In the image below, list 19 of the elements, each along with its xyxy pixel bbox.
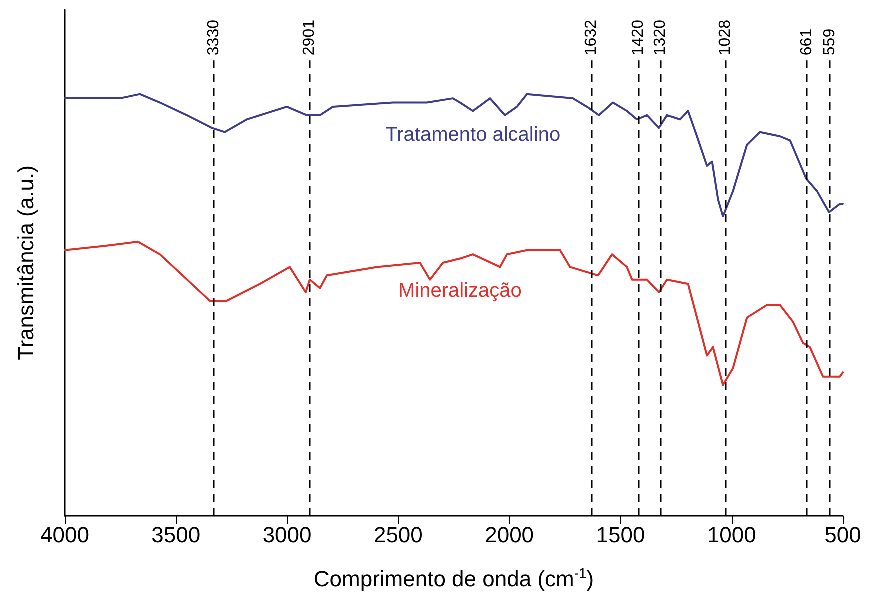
x-tick-label: 1000 xyxy=(707,522,756,548)
y-axis-title: Transmitância (a.u.) xyxy=(14,166,38,360)
ref-line-label: 1320 xyxy=(652,20,670,56)
series-label: Mineralização xyxy=(398,280,522,302)
ref-line-label: 2901 xyxy=(300,20,318,56)
x-tick-label: 2500 xyxy=(374,522,423,548)
series-label: Tratamento alcalino xyxy=(386,124,561,146)
ref-line-label: 559 xyxy=(821,28,838,56)
ref-line-label: 1028 xyxy=(717,20,734,56)
ref-line-label: 3330 xyxy=(205,20,222,56)
x-tick-label: 2000 xyxy=(485,522,534,548)
x-tick-label: 500 xyxy=(824,522,862,548)
ref-line-label: 1420 xyxy=(630,20,647,56)
ref-line-label: 661 xyxy=(798,28,816,56)
x-tick-label: 1500 xyxy=(596,522,646,548)
ref-line-label: 1632 xyxy=(582,20,600,56)
x-tick-label: 3500 xyxy=(152,522,201,548)
x-tick-label: 4000 xyxy=(40,522,90,548)
x-tick-label: 3000 xyxy=(262,522,312,548)
